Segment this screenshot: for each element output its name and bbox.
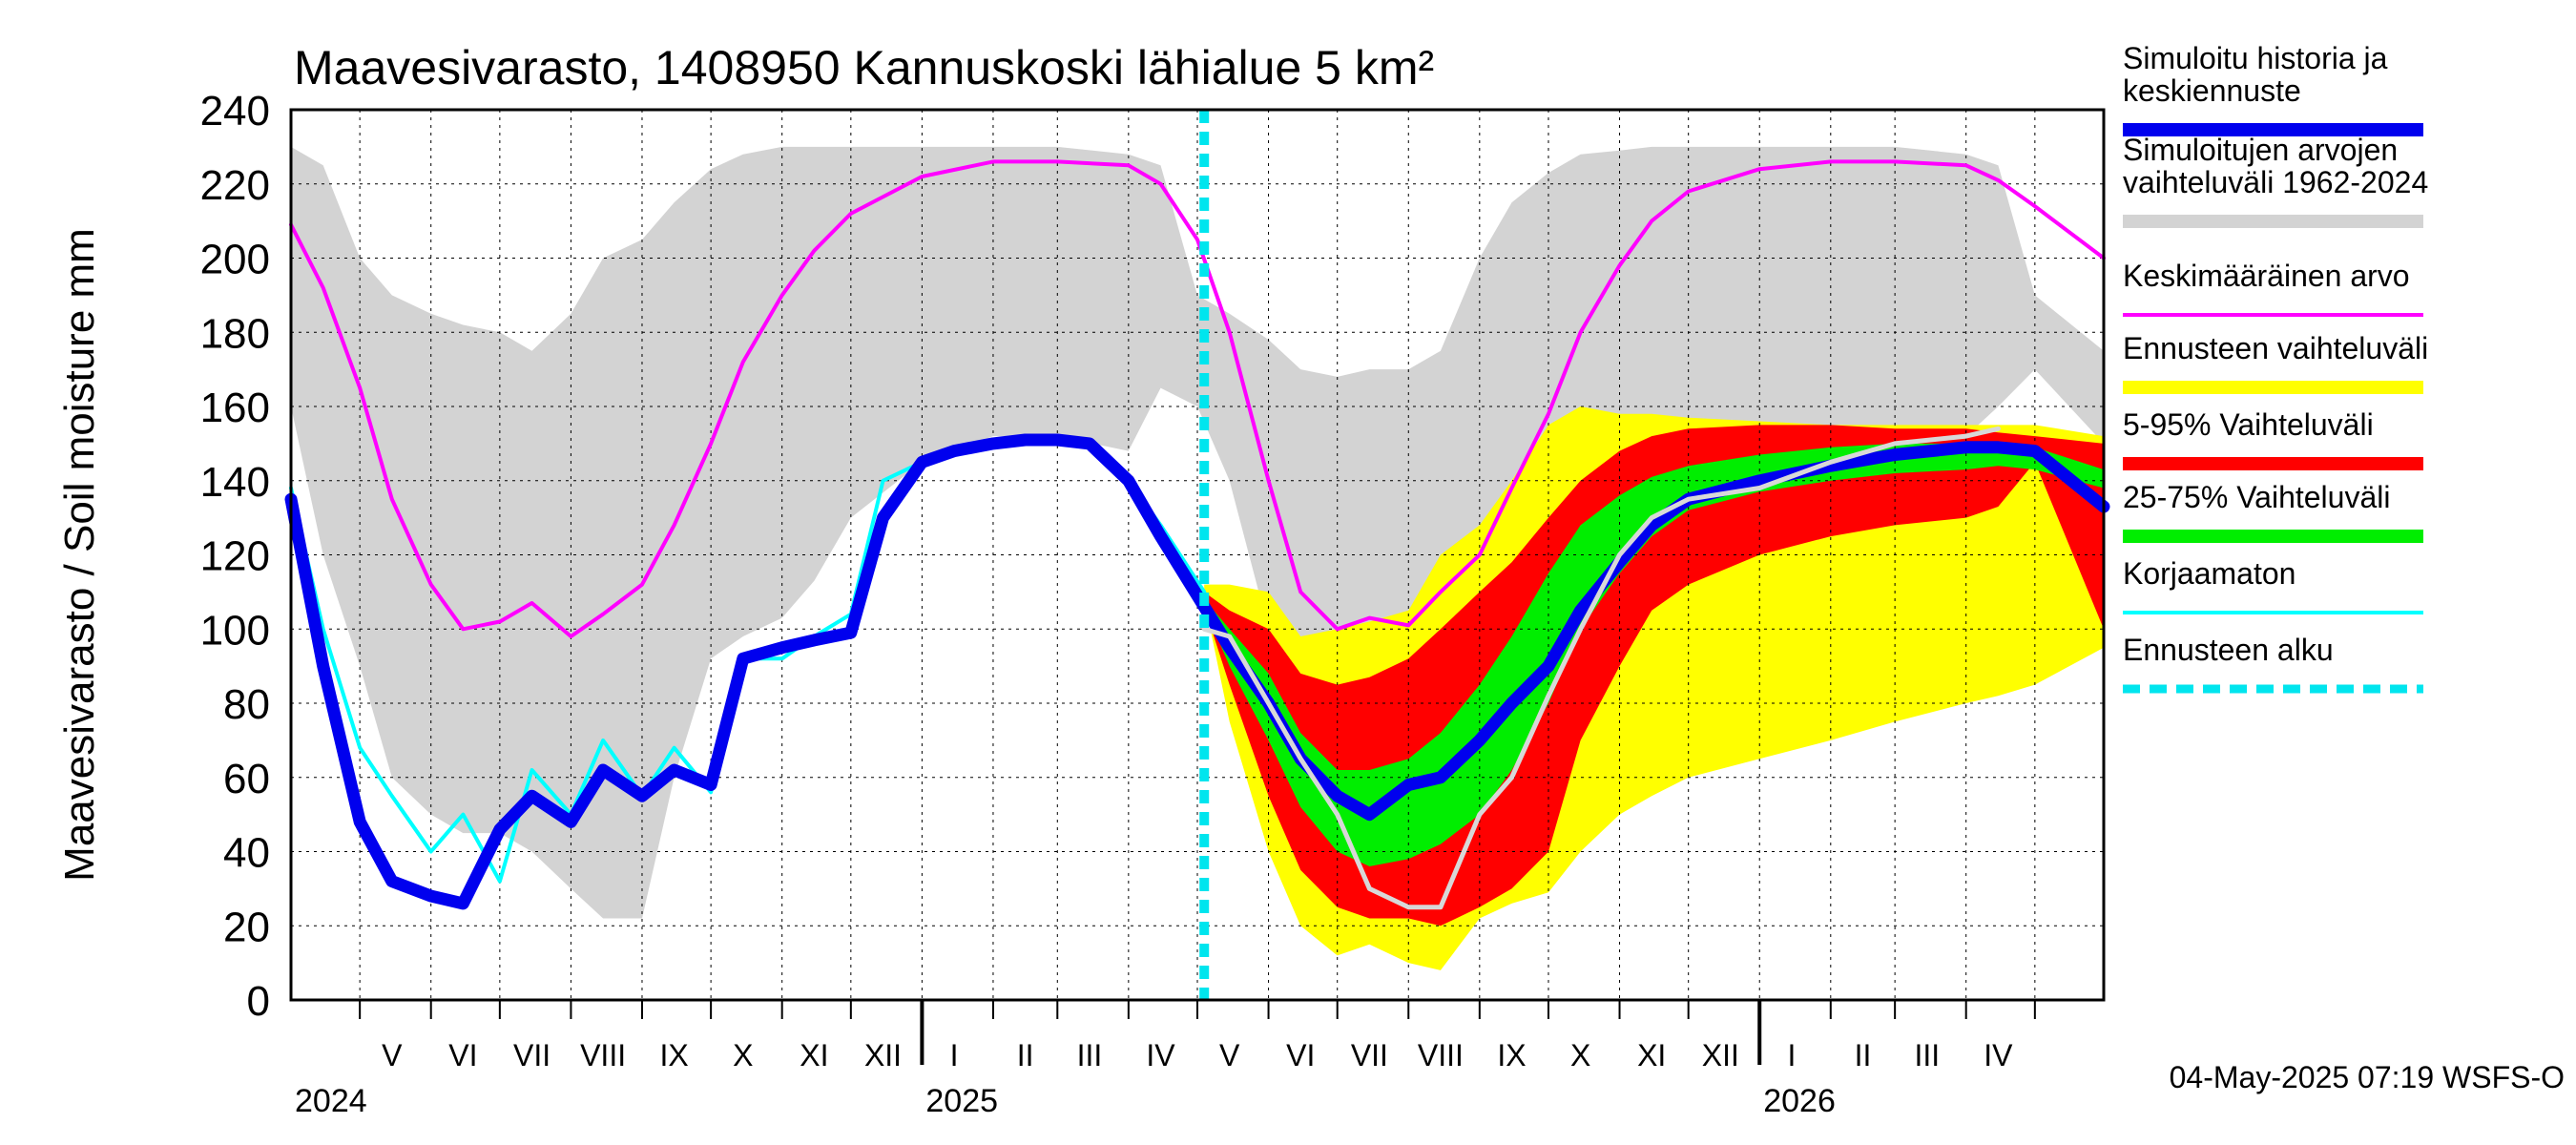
y-tick-label-100: 100 bbox=[200, 607, 270, 654]
band-simuloitujen-arvojen-vaihteluv-li-1962-2024 bbox=[291, 146, 2104, 919]
x-axis-ticks: V VI VII VIII IX X XI XII I II III IV V VI VII VIII IX X X… bbox=[295, 1000, 2036, 1119]
month-label-23: IV bbox=[1984, 1038, 2013, 1072]
timestamp-footer: 04-May-2025 07:19 WSFS-O bbox=[2170, 1060, 2565, 1094]
month-label-8: I bbox=[950, 1038, 959, 1072]
y-tick-label-0: 0 bbox=[247, 978, 270, 1025]
year-label-2025: 2025 bbox=[925, 1083, 998, 1119]
y-axis-label: Maavesivarasto / Soil moisture mm bbox=[56, 228, 103, 882]
y-tick-label-220: 220 bbox=[200, 162, 270, 209]
year-label-2024: 2024 bbox=[295, 1083, 367, 1119]
legend-label-keskim-r-inen-arvo: Keskimääräinen arvo bbox=[2123, 259, 2410, 293]
y-axis-ticks: 0 20 40 60 80 100 120 140 160 180 200 220 240 bbox=[200, 88, 270, 1025]
y-tick-label-20: 20 bbox=[223, 904, 270, 950]
month-label-9: II bbox=[1017, 1038, 1034, 1072]
y-tick-label-120: 120 bbox=[200, 533, 270, 580]
month-label-5: X bbox=[733, 1038, 753, 1072]
y-tick-label-80: 80 bbox=[223, 681, 270, 728]
month-label-16: IX bbox=[1497, 1038, 1526, 1072]
plot-bands bbox=[291, 146, 2104, 970]
y-tick-label-40: 40 bbox=[223, 830, 270, 877]
month-label-14: VII bbox=[1351, 1038, 1388, 1072]
month-label-21: II bbox=[1855, 1038, 1872, 1072]
y-tick-label-200: 200 bbox=[200, 237, 270, 283]
month-label-3: VIII bbox=[580, 1038, 626, 1072]
line-simuloitu-historia-ja-keskiennuste bbox=[284, 433, 2110, 910]
y-tick-label-240: 240 bbox=[200, 88, 270, 135]
month-label-4: IX bbox=[660, 1038, 689, 1072]
y-tick-label-160: 160 bbox=[200, 385, 270, 431]
month-label-11: IV bbox=[1146, 1038, 1175, 1072]
plot-lines bbox=[284, 110, 2110, 1000]
month-label-17: X bbox=[1570, 1038, 1590, 1072]
y-tick-label-180: 180 bbox=[200, 310, 270, 357]
month-label-15: VIII bbox=[1418, 1038, 1464, 1072]
month-label-18: XI bbox=[1637, 1038, 1666, 1072]
legend-label-simuloitu-historia-ja-keskiennuste: Simuloitu historia ja keskiennuste bbox=[2123, 41, 2388, 108]
band-25-75-vaihteluv-li bbox=[1204, 443, 2104, 866]
legend-label-korjaamaton: Korjaamaton bbox=[2123, 556, 2296, 591]
legend: Simuloitu historia ja keskiennuste Simuloi… bbox=[2123, 41, 2428, 694]
y-tick-label-140: 140 bbox=[200, 459, 270, 506]
line-keskim-r-inen-arvo bbox=[289, 159, 2106, 638]
month-label-10: III bbox=[1077, 1038, 1103, 1072]
legend-label-simuloitujen-arvojen-vaihteluv-li-1962-2024: Simuloitujen arvojen vaihteluväli 1962-20… bbox=[2123, 133, 2428, 199]
month-label-19: XII bbox=[1702, 1038, 1739, 1072]
month-label-13: VI bbox=[1286, 1038, 1315, 1072]
legend-label-ennusteen-alku: Ennusteen alku bbox=[2123, 633, 2334, 667]
month-label-2: VII bbox=[513, 1038, 551, 1072]
line-gray-median-3 bbox=[1201, 426, 2001, 910]
chart-title: Maavesivarasto, 1408950 Kannuskoski lähi… bbox=[294, 41, 1434, 94]
month-label-6: XI bbox=[800, 1038, 828, 1072]
month-label-0: V bbox=[382, 1038, 403, 1072]
month-label-12: V bbox=[1219, 1038, 1240, 1072]
y-tick-label-60: 60 bbox=[223, 756, 270, 802]
month-label-7: XII bbox=[864, 1038, 902, 1072]
month-label-1: VI bbox=[448, 1038, 477, 1072]
month-label-20: I bbox=[1787, 1038, 1796, 1072]
month-label-22: III bbox=[1914, 1038, 1940, 1072]
legend-label-25-75-vaihteluv-li: 25-75% Vaihteluväli bbox=[2123, 480, 2390, 514]
legend-label-ennusteen-vaihteluv-li: Ennusteen vaihteluväli bbox=[2123, 331, 2428, 365]
year-label-2026: 2026 bbox=[1763, 1083, 1836, 1119]
legend-label-5-95-vaihteluv-li: 5-95% Vaihteluväli bbox=[2123, 407, 2374, 442]
